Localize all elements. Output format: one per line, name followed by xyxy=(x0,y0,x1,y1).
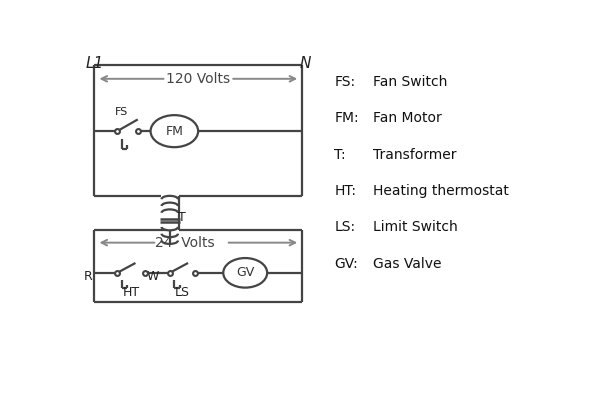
Text: LS: LS xyxy=(175,286,190,299)
Circle shape xyxy=(150,115,198,147)
Text: Fan Switch: Fan Switch xyxy=(373,75,448,89)
Text: Fan Motor: Fan Motor xyxy=(373,111,442,125)
Text: Transformer: Transformer xyxy=(373,148,457,162)
Text: N: N xyxy=(300,56,312,71)
Text: FS: FS xyxy=(115,107,128,117)
Text: 120 Volts: 120 Volts xyxy=(166,72,231,86)
Text: FM:: FM: xyxy=(335,111,359,125)
Text: W: W xyxy=(146,270,159,283)
Text: Gas Valve: Gas Valve xyxy=(373,257,442,270)
Text: GV:: GV: xyxy=(335,257,358,270)
Text: FM: FM xyxy=(165,125,183,138)
Text: R: R xyxy=(83,270,92,283)
Text: L1: L1 xyxy=(85,56,103,71)
Text: HT:: HT: xyxy=(335,184,356,198)
Text: T: T xyxy=(178,211,186,224)
Text: 24  Volts: 24 Volts xyxy=(155,236,214,250)
Text: HT: HT xyxy=(122,286,139,299)
Text: Limit Switch: Limit Switch xyxy=(373,220,458,234)
Circle shape xyxy=(223,258,267,288)
Text: T:: T: xyxy=(335,148,346,162)
Text: GV: GV xyxy=(236,266,254,279)
Text: Heating thermostat: Heating thermostat xyxy=(373,184,509,198)
Text: FS:: FS: xyxy=(335,75,356,89)
Text: LS:: LS: xyxy=(335,220,356,234)
